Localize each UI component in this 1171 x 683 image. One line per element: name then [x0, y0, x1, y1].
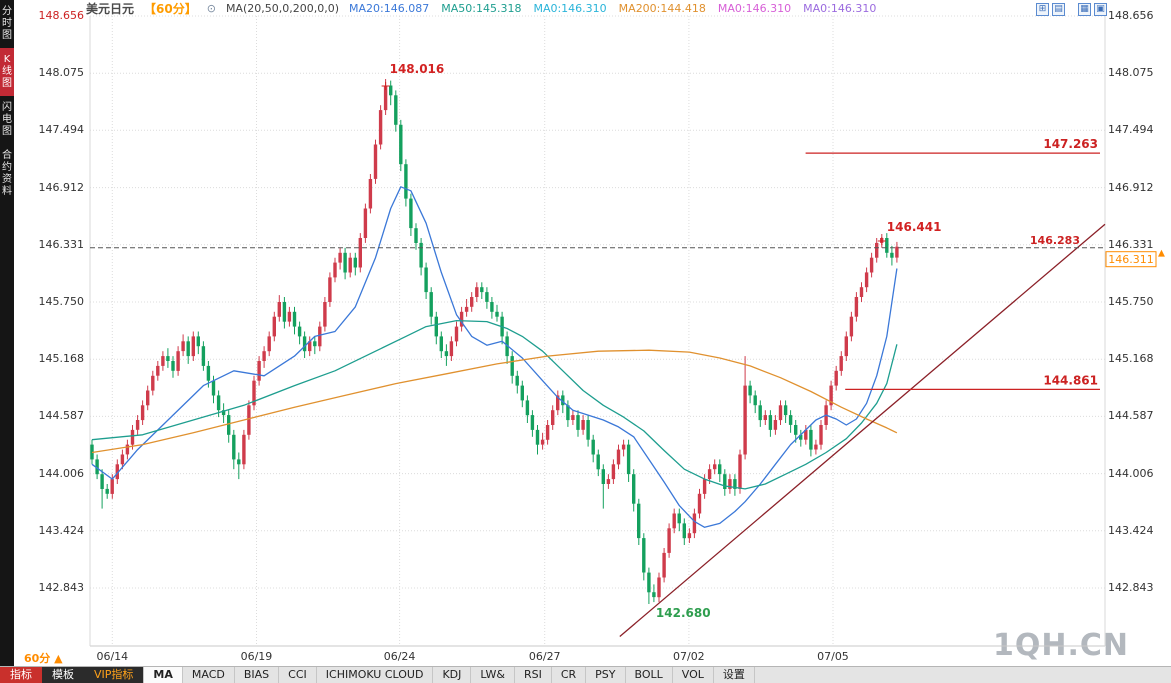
footer-tab-indicators[interactable]: 指标 [0, 667, 42, 683]
price-tick-label: 146.912 [38, 180, 85, 194]
sidebar-flash-chart-tab[interactable]: 闪电图 [2, 102, 12, 137]
chart-header: 美元日元 【60分】 ⊙ MA(20,50,0,200,0,0) MA20:14… [86, 1, 876, 16]
ma-values: MA20:146.087 MA50:145.318 MA0:146.310 MA200… [349, 2, 876, 15]
price-tick-label: 148.656 [38, 9, 85, 22]
price-tick-label: 145.168 [38, 352, 85, 366]
grid-layer [89, 15, 1106, 647]
svg-text:142.680: 142.680 [656, 606, 711, 620]
candlestick-chart[interactable]: 147.263 144.861 146.283 148.016 146.441 142.6… [0, 0, 1171, 666]
sidebar-kline-chart-tab[interactable]: K线图 [0, 48, 14, 96]
price-tick-label: 142.843 [38, 581, 85, 594]
footer-tab-templates[interactable]: 模板 [42, 667, 84, 683]
fullscreen-icon[interactable]: ▣ [1094, 3, 1107, 16]
price-tick-label: 144.006 [38, 466, 85, 480]
price-tick-label: 147.494 [1108, 123, 1154, 137]
price-up-arrow-icon: ▲ [1158, 249, 1165, 259]
price-tick-label: 143.424 [1108, 523, 1154, 537]
symbol-title: 美元日元 [86, 2, 135, 16]
header-icon-row: ⊞ ▤ ▦ ▣ [1036, 3, 1107, 16]
ma-value-label: MA0:146.310 [717, 2, 792, 15]
ma-value-label: MA200:144.418 [618, 2, 706, 15]
current-price-line: 146.283 [90, 234, 1105, 249]
svg-text:146.311: 146.311 [1108, 253, 1154, 266]
period-label: 60分 [24, 652, 51, 665]
price-tick-label: 145.750 [38, 294, 85, 308]
indicator-button-ma[interactable]: MA [144, 667, 183, 683]
period-arrow-icon: ▲ [54, 652, 63, 665]
svg-text:144.861: 144.861 [1043, 373, 1098, 387]
ma-line-ma50 [91, 319, 898, 490]
price-tick-label: 148.075 [38, 66, 85, 80]
date-tick-label: 06/14 [96, 650, 129, 663]
svg-text:147.263: 147.263 [1043, 137, 1098, 151]
date-tick-label: 06/24 [383, 650, 416, 663]
price-tick-label: 146.331 [38, 237, 85, 251]
trendline [619, 223, 1106, 637]
price-tick-label: 144.587 [38, 409, 85, 423]
indicator-button-psy[interactable]: PSY [586, 667, 626, 683]
price-tick-label: 145.168 [1108, 352, 1154, 366]
sidebar-time-chart-tab[interactable]: 分时图 [2, 6, 12, 41]
indicator-button-bias[interactable]: BIAS [235, 667, 280, 683]
timeframe-label: 【60分】 [144, 2, 197, 16]
date-tick-label: 06/27 [528, 650, 561, 663]
price-tick-label: 143.424 [38, 523, 85, 537]
price-tick-label: 147.494 [38, 123, 85, 137]
indicator-button-kdj[interactable]: KDJ [433, 667, 472, 683]
svg-text:146.441: 146.441 [887, 220, 942, 234]
ma-formula-label: MA(20,50,0,200,0,0) [225, 2, 340, 15]
price-tick-label: 148.075 [1108, 66, 1154, 80]
date-tick-label: 07/02 [672, 650, 705, 663]
multi-window-icon[interactable]: ▤ [1052, 3, 1065, 16]
price-tick-label: 144.006 [1108, 466, 1154, 480]
ma-lines-layer [91, 186, 898, 528]
ma-line-ma200 [91, 349, 898, 454]
indicator-button-macd[interactable]: MACD [183, 667, 235, 683]
svg-text:148.016: 148.016 [390, 62, 445, 76]
ma-value-label: MA20:146.087 [349, 2, 430, 15]
date-tick-label: 06/19 [240, 650, 273, 663]
overlay-chart-icon[interactable]: ⊞ [1036, 3, 1049, 16]
indicator-button-rsi[interactable]: RSI [515, 667, 552, 683]
left-sidebar: 分时图 K线图闪电图合约资料 [0, 0, 14, 666]
bottom-toolbar: 指标 模板 VIP指标 MA MACD BIAS CCI ICHIMOKU CLOUD KDJ L… [0, 666, 1171, 683]
period-selector[interactable]: 60分 ▲ [24, 650, 63, 666]
indicator-button-vol[interactable]: VOL [673, 667, 714, 683]
ma-value-label: MA0:146.310 [533, 2, 607, 15]
sidebar-contract-info-tab[interactable]: 合约资料 [2, 150, 12, 197]
ma-value-label: MA0:146.310 [803, 2, 877, 15]
grid-layout-icon[interactable]: ▦ [1078, 3, 1091, 16]
current-price-tag: 146.311 ▲ [1105, 249, 1165, 268]
price-tick-label: 145.750 [1108, 294, 1154, 308]
price-tick-label: 146.912 [1108, 180, 1154, 194]
indicator-button-row: MA MACD BIAS CCI ICHIMOKU CLOUD KDJ LW& RSI CR PS… [143, 667, 1171, 683]
price-tick-label: 144.587 [1108, 409, 1154, 423]
settings-button[interactable]: 设置 [714, 667, 755, 683]
indicator-button-cr[interactable]: CR [552, 667, 587, 683]
ma-line-ma20 [91, 186, 898, 528]
indicator-button-boll[interactable]: BOLL [626, 667, 673, 683]
footer-tab-vip-indicators[interactable]: VIP指标 [84, 667, 144, 683]
date-tick-label: 07/05 [817, 650, 849, 663]
price-tick-label: 148.656 [1108, 9, 1154, 22]
ma-value-label: MA50:145.318 [441, 2, 522, 15]
indicator-button-lw-[interactable]: LW& [471, 667, 515, 683]
indicator-button-ichimoku-cloud[interactable]: ICHIMOKU CLOUD [317, 667, 434, 683]
indicator-button-cci[interactable]: CCI [279, 667, 317, 683]
resistance-lines: 147.263 144.861 [805, 137, 1100, 391]
svg-text:146.283: 146.283 [1030, 234, 1080, 247]
indicator-settings-icon[interactable]: ⊙ [206, 2, 216, 15]
candles-layer [90, 79, 899, 604]
price-tick-label: 146.331 [1108, 237, 1154, 251]
annotations: 148.016 146.441 142.680 [381, 62, 942, 620]
price-tick-label: 142.843 [1108, 581, 1154, 594]
